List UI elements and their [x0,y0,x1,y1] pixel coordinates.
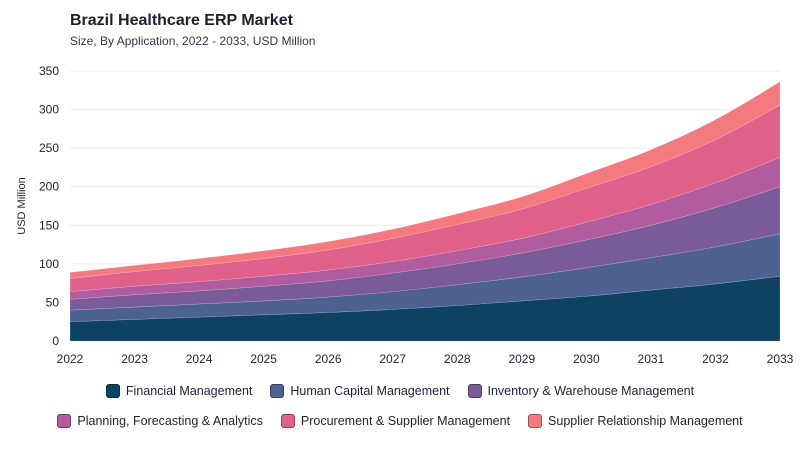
legend-item[interactable]: Inventory & Warehouse Management [467,384,695,398]
legend-item[interactable]: Supplier Relationship Management [528,414,743,428]
legend-label: Supplier Relationship Management [548,414,743,428]
y-tick-label: 0 [52,334,59,348]
area-series-group [69,81,781,342]
legend-label: Procurement & Supplier Management [300,414,511,428]
legend-swatch [270,384,285,398]
legend-label: Planning, Forecasting & Analytics [77,414,263,428]
x-axis-ticks: 2022 2023 2024 2025 2026 2027 2028 2029 2030 2031… [57,352,794,366]
legend-item[interactable]: Planning, Forecasting & Analytics [57,414,263,428]
y-tick-label: 300 [39,103,59,117]
legend-swatch [280,414,295,428]
legend-item[interactable]: Human Capital Management [270,384,450,398]
legend-label: Financial Management [125,384,253,398]
legend-swatch [57,414,72,428]
legend-item[interactable]: Financial Management [105,384,253,398]
area-series-6[interactable] [69,81,781,279]
x-tick-label: 2023 [121,352,148,366]
y-axis-ticks: 0 50 100 150 200 250 300 350 [39,64,59,348]
legend-row-2: Planning, Forecasting & Analytics Procure… [0,414,800,428]
legend-item[interactable]: Procurement & Supplier Management [280,414,511,428]
legend-swatch [105,384,120,398]
chart-subtitle: Size, By Application, 2022 - 2033, USD M… [70,34,316,48]
legend-label: Human Capital Management [290,384,450,398]
legend-row-1: Financial Management Human Capital Manage… [0,384,800,398]
legend-swatch [467,384,482,398]
y-tick-label: 200 [39,180,59,194]
x-tick-label: 2026 [315,352,342,366]
x-tick-label: 2028 [444,352,471,366]
x-tick-label: 2033 [767,352,794,366]
y-tick-label: 350 [39,64,59,78]
x-tick-label: 2030 [573,352,600,366]
x-tick-label: 2025 [250,352,277,366]
y-tick-label: 100 [39,257,59,271]
y-tick-label: 50 [46,295,60,309]
legend-label: Inventory & Warehouse Management [487,384,695,398]
x-tick-label: 2031 [638,352,665,366]
x-tick-label: 2022 [57,352,84,366]
x-tick-label: 2027 [379,352,406,366]
x-tick-label: 2032 [702,352,729,366]
y-axis-label: USD Million [16,177,28,234]
y-tick-label: 250 [39,141,59,155]
x-tick-label: 2029 [508,352,535,366]
y-tick-label: 150 [39,218,59,232]
x-tick-label: 2024 [186,352,213,366]
legend-swatch [528,414,543,428]
chart-title: Brazil Healthcare ERP Market [70,12,293,29]
